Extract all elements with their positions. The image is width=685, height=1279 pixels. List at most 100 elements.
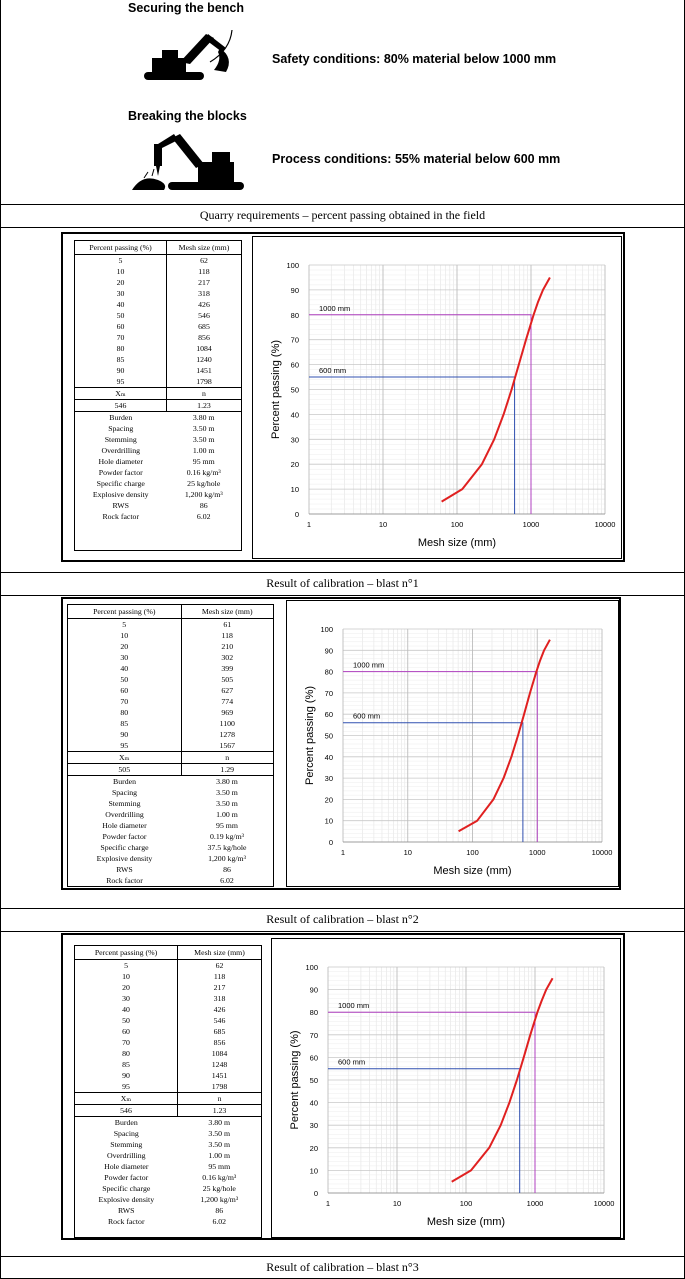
threshold-line <box>309 314 532 514</box>
table-cell: 50 <box>75 1015 179 1026</box>
table-row: 5 62 <box>75 959 261 971</box>
chart-svg-3: 1 10 100 1000 10000 0 10 20 30 40 50 60 70 80 90 100 100… <box>289 963 614 1228</box>
table-cell: 6.02 <box>220 875 234 885</box>
table-cell: 70 <box>75 332 167 343</box>
param-row: Overdrilling 1.00 m <box>75 1150 261 1161</box>
table-cell: 1.23 <box>166 399 241 412</box>
y-tick-label: 100 <box>286 261 299 270</box>
table-row: 50 505 <box>68 674 273 685</box>
y-tick-label: 70 <box>310 1031 318 1040</box>
x-tick-label: 1000 <box>523 520 540 529</box>
table-cell: Specific charge <box>100 842 149 852</box>
table-cell: 3.50 m <box>216 787 238 797</box>
param-row: Rock factor 6.02 <box>75 511 241 522</box>
table-cell: 40 <box>68 663 182 674</box>
table-cell: 85 <box>68 718 182 729</box>
param-row: Hole diameter 95 mm <box>75 456 241 467</box>
table-cell: 3.80 m <box>216 776 238 786</box>
divider <box>0 204 685 205</box>
hydraulic-breaker-icon <box>132 134 244 190</box>
table-cell: 505 <box>221 674 234 684</box>
table-row: 5 62 <box>75 254 241 266</box>
blast-panel-2 <box>61 597 621 890</box>
chart-1: 1 10 100 1000 10000 0 10 20 30 40 50 60 70 80 90 100 100… <box>252 236 622 559</box>
table-row: 50 546 <box>75 310 241 321</box>
y-tick-label: 40 <box>291 410 299 419</box>
y-tick-label: 0 <box>314 1189 318 1198</box>
table-cell: 1451 <box>196 365 212 375</box>
securing-bench-title: Securing the bench <box>128 1 244 15</box>
threshold-line <box>343 722 524 842</box>
table-cell: 95 <box>75 1081 179 1093</box>
table-cell: Hole diameter <box>102 820 147 830</box>
table-cell: Spacing <box>113 1128 139 1138</box>
table-cell: Rock factor <box>107 1216 145 1226</box>
table-row: 80 1084 <box>75 1048 261 1059</box>
table-cell: 61 <box>223 619 232 629</box>
table-cell: 3.50 m <box>208 1139 231 1149</box>
y-tick-label: 30 <box>310 1121 318 1130</box>
table-cell: 10 <box>75 266 167 277</box>
table-cell: 90 <box>75 1070 179 1081</box>
y-tick-label: 80 <box>325 668 333 677</box>
table-cell: 546 <box>198 310 210 320</box>
y-tick-label: 50 <box>310 1076 318 1085</box>
table-row: 10 118 <box>75 971 261 982</box>
parameter-table-1: Percent passing (%) Mesh size (mm) 5 62 10 11… <box>74 240 242 551</box>
table-cell: Percent passing (%) <box>75 946 179 960</box>
table-cell: 3.80 m <box>192 412 215 422</box>
table-cell: 80 <box>68 707 182 718</box>
table-cell: 90 <box>68 729 182 740</box>
table-row: 80 969 <box>68 707 273 718</box>
x-tick-label: 100 <box>466 848 479 857</box>
blast-caption-3: Result of calibration – blast n°3 <box>266 1260 419 1274</box>
x-tick-label: 1 <box>307 520 311 529</box>
x-tick-label: 1 <box>326 1199 330 1208</box>
table-cell: 1084 <box>196 343 212 353</box>
table-header-row: Percent passing (%) Mesh size (mm) <box>68 605 273 619</box>
table-cell: 20 <box>75 982 179 993</box>
table-cell: Mesh size (mm) <box>181 605 273 619</box>
param-row: Burden 3.80 m <box>75 1117 261 1129</box>
table-cell: Burden <box>114 1117 138 1127</box>
x-tick-label: 1000 <box>529 848 546 857</box>
table-row: 50 546 <box>75 1015 261 1026</box>
table-cell: 95 mm <box>208 1161 231 1171</box>
table-cell: 62 <box>200 255 208 265</box>
excavator-icon <box>144 29 233 80</box>
y-tick-label: 90 <box>310 986 318 995</box>
table-cell: 3.50 m <box>216 798 238 808</box>
param-row: Rock factor 6.02 <box>75 1216 261 1227</box>
table-cell: 6.02 <box>212 1216 227 1226</box>
requirements-caption: Quarry requirements – percent passing ob… <box>199 208 486 222</box>
table-cell: 3.80 m <box>208 1117 231 1127</box>
param-row: Explosive density 1,200 kg/m³ <box>75 489 241 500</box>
parameter-table-2: Percent passing (%) Mesh size (mm) 5 61 10 11… <box>67 604 274 887</box>
table-cell: 969 <box>221 707 234 717</box>
xm-n-header-row: Xₘ n <box>75 1092 261 1105</box>
y-tick-label: 10 <box>310 1166 318 1175</box>
param-row: Overdrilling 1.00 m <box>75 445 241 456</box>
table-cell: 1567 <box>219 740 236 750</box>
table-cell: 1100 <box>219 718 235 728</box>
param-row: Explosive density 1,200 kg/m³ <box>75 1194 261 1205</box>
table-cell: 37.5 kg/hole <box>207 842 247 852</box>
divider <box>0 908 685 909</box>
table-row: 95 1798 <box>75 376 241 388</box>
table-row: 95 1798 <box>75 1081 261 1093</box>
table-cell: Hole diameter <box>98 456 143 466</box>
y-tick-label: 40 <box>310 1099 318 1108</box>
table-cell: n <box>166 387 241 400</box>
x-tick-label: 10 <box>379 520 387 529</box>
y-tick-label: 70 <box>291 336 299 345</box>
divider <box>0 595 685 596</box>
table-cell: 30 <box>75 288 167 299</box>
table-cell: 95 mm <box>216 820 238 830</box>
table-cell: 627 <box>221 685 234 695</box>
table-cell: 25 kg/hole <box>187 478 221 488</box>
table-cell: 1,200 kg/m³ <box>208 853 246 863</box>
table-cell: Xₘ <box>75 1092 179 1105</box>
table-cell: 86 <box>215 1205 224 1215</box>
x-axis-label: Mesh size (mm) <box>433 865 511 877</box>
table-row: 70 774 <box>68 696 273 707</box>
